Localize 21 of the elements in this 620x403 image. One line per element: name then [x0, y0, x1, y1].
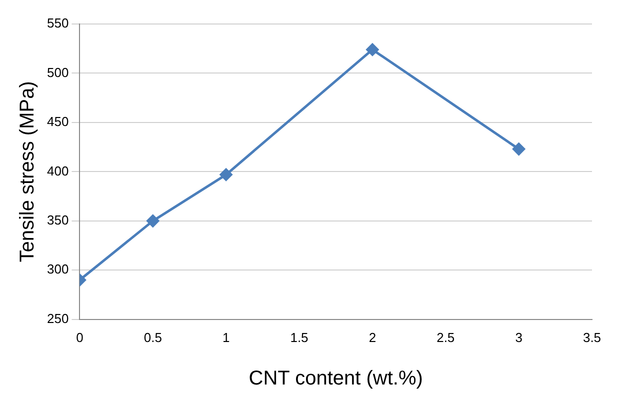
y-tick-label: 550 — [46, 16, 69, 31]
y-tick-label: 450 — [46, 114, 69, 130]
y-tick-label: 400 — [46, 163, 69, 178]
point — [512, 142, 526, 156]
x-tick-label: 0.5 — [144, 330, 162, 345]
point — [146, 214, 160, 228]
x-tick-label: 0 — [76, 330, 84, 345]
x-axis-title: CNT content (wt.%) — [248, 368, 423, 390]
point — [366, 43, 379, 56]
x-tick-label: 1 — [222, 330, 230, 345]
x-tick-label: 3 — [515, 330, 522, 345]
y-tick-label: 350 — [46, 212, 69, 228]
y-tick-label: 250 — [46, 310, 69, 326]
x-tick-label: 2 — [368, 330, 376, 345]
y-tick-label: 300 — [46, 262, 69, 277]
x-tick-label: 3.5 — [582, 330, 602, 345]
x-tick-label: 2.5 — [436, 330, 455, 345]
point — [220, 168, 232, 181]
y-axis-title: Tensile stress (MPa) — [16, 81, 39, 262]
y-tick-label: 500 — [46, 64, 69, 80]
x-tick-label: 1.5 — [290, 330, 308, 345]
